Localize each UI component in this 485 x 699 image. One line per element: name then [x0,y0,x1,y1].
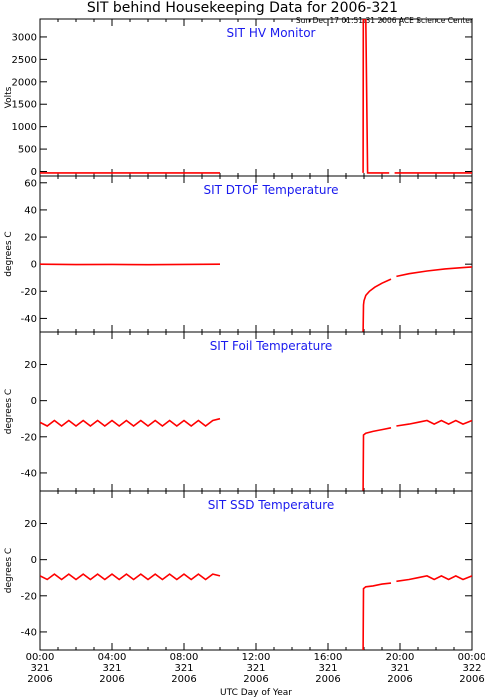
y-tick-label: 0 [31,167,37,178]
y-tick-label: 2500 [12,55,37,66]
x-tick-label: 2006 [27,674,52,685]
y-axis-label: Volts [4,86,14,108]
panel-title: SIT Foil Temperature [210,339,333,353]
x-tick-label: 2006 [99,674,124,685]
panel-frame [39,490,473,651]
x-tick-label: 12:00 [242,652,271,663]
y-tick-label: 1000 [12,122,37,133]
data-line-segment [396,575,472,583]
y-axis-label: degrees C [4,231,14,276]
panel-frame [39,331,473,492]
panel-4: -40 -20 0 20 degrees C SIT SSD Temperature [4,490,473,651]
data-line-segment [40,573,221,581]
y-tick-label: -20 [21,287,37,298]
y-tick-label: 20 [24,519,37,530]
x-tick-label: 321 [30,663,49,674]
y-tick-label: 1500 [12,100,37,111]
x-tick-label: 16:00 [314,652,343,663]
x-tick-label: 2006 [387,674,412,685]
y-tick-label: 20 [24,360,37,371]
x-axis-label: UTC Day of Year [220,688,292,698]
y-tick-label: -40 [21,314,37,325]
timestamp: Sun Dec 17 01:51:31 2006 ACE Science Cen… [295,16,473,25]
panel-frame [39,175,473,333]
y-axis-label: degrees C [4,389,14,434]
x-tick-label: 321 [318,663,337,674]
y-tick-label: -20 [21,432,37,443]
x-tick-label: 2006 [171,674,196,685]
x-tick-label: 322 [462,663,481,674]
x-tick-label: 2006 [459,674,484,685]
x-tick-label: 04:00 [98,652,127,663]
panel-title: SIT DTOF Temperature [203,183,338,197]
x-tick-label: 08:00 [170,652,199,663]
x-tick-label: 321 [174,663,193,674]
panel-frame [39,18,473,177]
y-tick-label: -20 [21,591,37,602]
data-line-segment [396,419,472,427]
y-axis-label: degrees C [4,548,14,593]
x-tick-label: 321 [246,663,265,674]
data-line-segment [362,582,392,650]
panel-1: 0 500 1000 1500 2000 2500 3000 Volts SIT HV Moni… [4,18,473,178]
figure-title: SIT behind Housekeeping Data for 2006-32… [86,0,399,16]
panel-title: SIT SSD Temperature [208,498,335,512]
data-line-segment [396,266,472,278]
y-tick-label: -40 [21,468,37,479]
x-tick-label: 00:00 [458,652,485,663]
y-tick-label: 2000 [12,77,37,88]
y-tick-label: -40 [21,627,37,638]
panel-3: -40 -20 0 20 degrees C SIT Foil Temperature [4,331,473,492]
y-tick-label: 3000 [12,32,37,43]
y-tick-label: 40 [24,205,37,216]
x-tick-label: 20:00 [386,652,415,663]
data-line-segment [362,278,392,332]
y-tick-label: 0 [31,260,37,271]
y-tick-label: 0 [31,555,37,566]
x-tick-label: 321 [390,663,409,674]
x-tick-label: 2006 [315,674,340,685]
panel-title: SIT HV Monitor [227,26,316,40]
data-line-segment [40,263,221,266]
data-line-segment [362,427,392,491]
x-tick-label: 321 [102,663,121,674]
x-tick-label: 2006 [243,674,268,685]
data-line-segment [362,19,390,174]
panel-2: -40 -20 0 20 40 60 degrees C SIT DTOF Temperatu… [4,175,473,333]
y-tick-label: 0 [31,396,37,407]
data-line-segment [40,417,221,428]
x-tick-label: 00:00 [26,652,55,663]
y-tick-label: 20 [24,233,37,244]
y-tick-label: 500 [18,145,37,156]
y-tick-label: 60 [24,178,37,189]
